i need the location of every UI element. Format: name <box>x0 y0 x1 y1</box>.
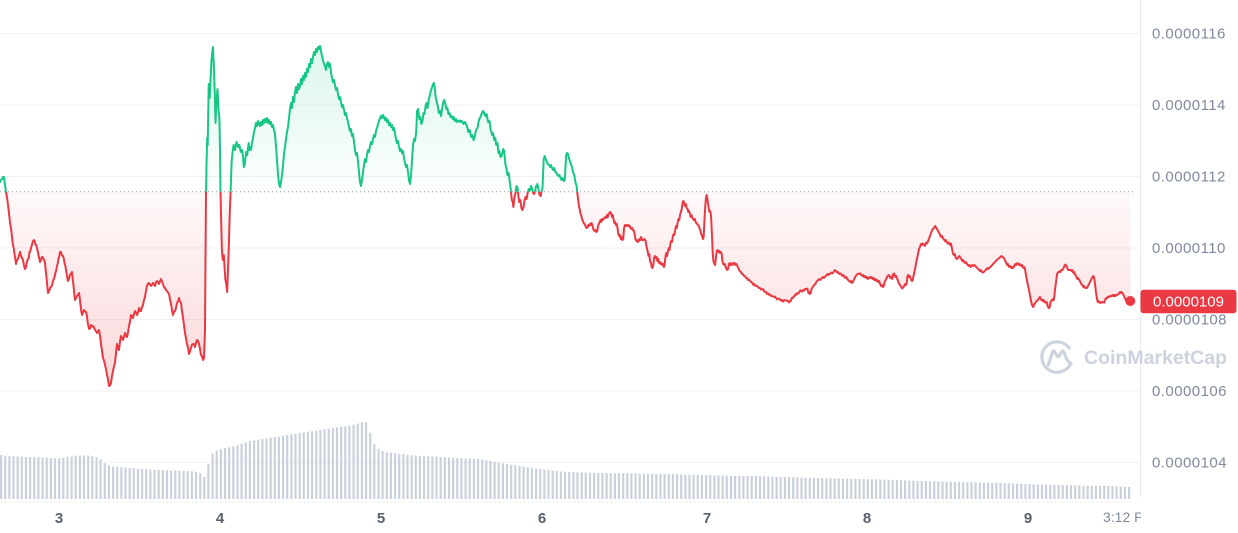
svg-text:9: 9 <box>1024 510 1032 527</box>
svg-text:CoinMarketCap: CoinMarketCap <box>1084 347 1227 369</box>
svg-text:0.0000110: 0.0000110 <box>1152 240 1226 257</box>
svg-text:3: 3 <box>55 510 63 527</box>
svg-text:0.0000104: 0.0000104 <box>1152 455 1227 472</box>
svg-text:0.0000114: 0.0000114 <box>1152 97 1226 114</box>
svg-text:0.0000116: 0.0000116 <box>1152 26 1226 43</box>
svg-text:3:12 PM: 3:12 PM <box>1103 509 1155 525</box>
svg-text:0.0000106: 0.0000106 <box>1152 383 1227 400</box>
svg-text:5: 5 <box>377 510 385 527</box>
svg-text:0.0000108: 0.0000108 <box>1152 312 1227 329</box>
svg-text:0.0000109: 0.0000109 <box>1153 294 1224 311</box>
svg-text:6: 6 <box>538 510 546 527</box>
svg-text:4: 4 <box>216 510 225 527</box>
svg-text:7: 7 <box>703 510 711 527</box>
svg-text:8: 8 <box>863 510 871 527</box>
svg-text:0.0000112: 0.0000112 <box>1152 169 1226 186</box>
